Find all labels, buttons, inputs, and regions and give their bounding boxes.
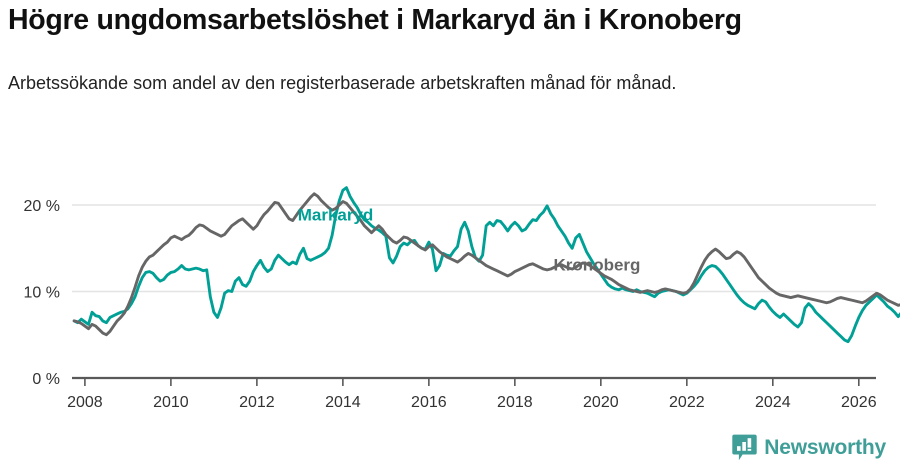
y-tick-label: 20 % [24, 198, 60, 215]
series-label-markaryd: Markaryd [298, 206, 374, 225]
x-tick-label: 2014 [325, 394, 361, 411]
x-tick-label: 2012 [239, 394, 275, 411]
page-title: Högre ungdomsarbetslöshet i Markaryd än … [8, 4, 742, 36]
series-lines-group [72, 186, 900, 344]
x-tick-label: 2022 [669, 394, 705, 411]
y-tick-label: 10 % [24, 285, 60, 302]
chart-canvas: 0 % 10 % 20 % 2008 2010 2012 2014 2016 2018 2020… [24, 186, 900, 411]
y-tick-label: 0 % [32, 371, 60, 388]
logo-wordmark: Newsworthy [764, 436, 886, 459]
series-label-kronoberg: Kronoberg [554, 256, 641, 275]
series-inline-labels: Markaryd Kronoberg [298, 206, 641, 275]
x-tick-label: 2024 [755, 394, 791, 411]
x-tick-label: 2018 [497, 394, 533, 411]
chart-footer: Newsworthy [0, 428, 900, 474]
x-tick-label: 2008 [67, 394, 103, 411]
x-tick-label: 2026 [841, 394, 877, 411]
line-chart: 0 % 10 % 20 % 2008 2010 2012 2014 2016 2018 2020… [0, 160, 900, 420]
bar-chart-bubble-icon [732, 434, 757, 461]
series-line-kronoberg [72, 192, 900, 337]
x-tick-label: 2016 [411, 394, 447, 411]
page-subtitle: Arbetssökande som andel av den registerb… [8, 73, 677, 93]
gridlines-group [72, 204, 876, 380]
x-tick-label: 2020 [583, 394, 619, 411]
newsworthy-logo[interactable]: Newsworthy [732, 434, 886, 461]
x-axis-ticks: 2008 2010 2012 2014 2016 2018 2020 2022 2024 2026 [67, 378, 877, 411]
series-line-markaryd [72, 186, 900, 344]
x-tick-label: 2010 [153, 394, 189, 411]
y-axis-ticks: 0 % 10 % 20 % [24, 198, 60, 388]
